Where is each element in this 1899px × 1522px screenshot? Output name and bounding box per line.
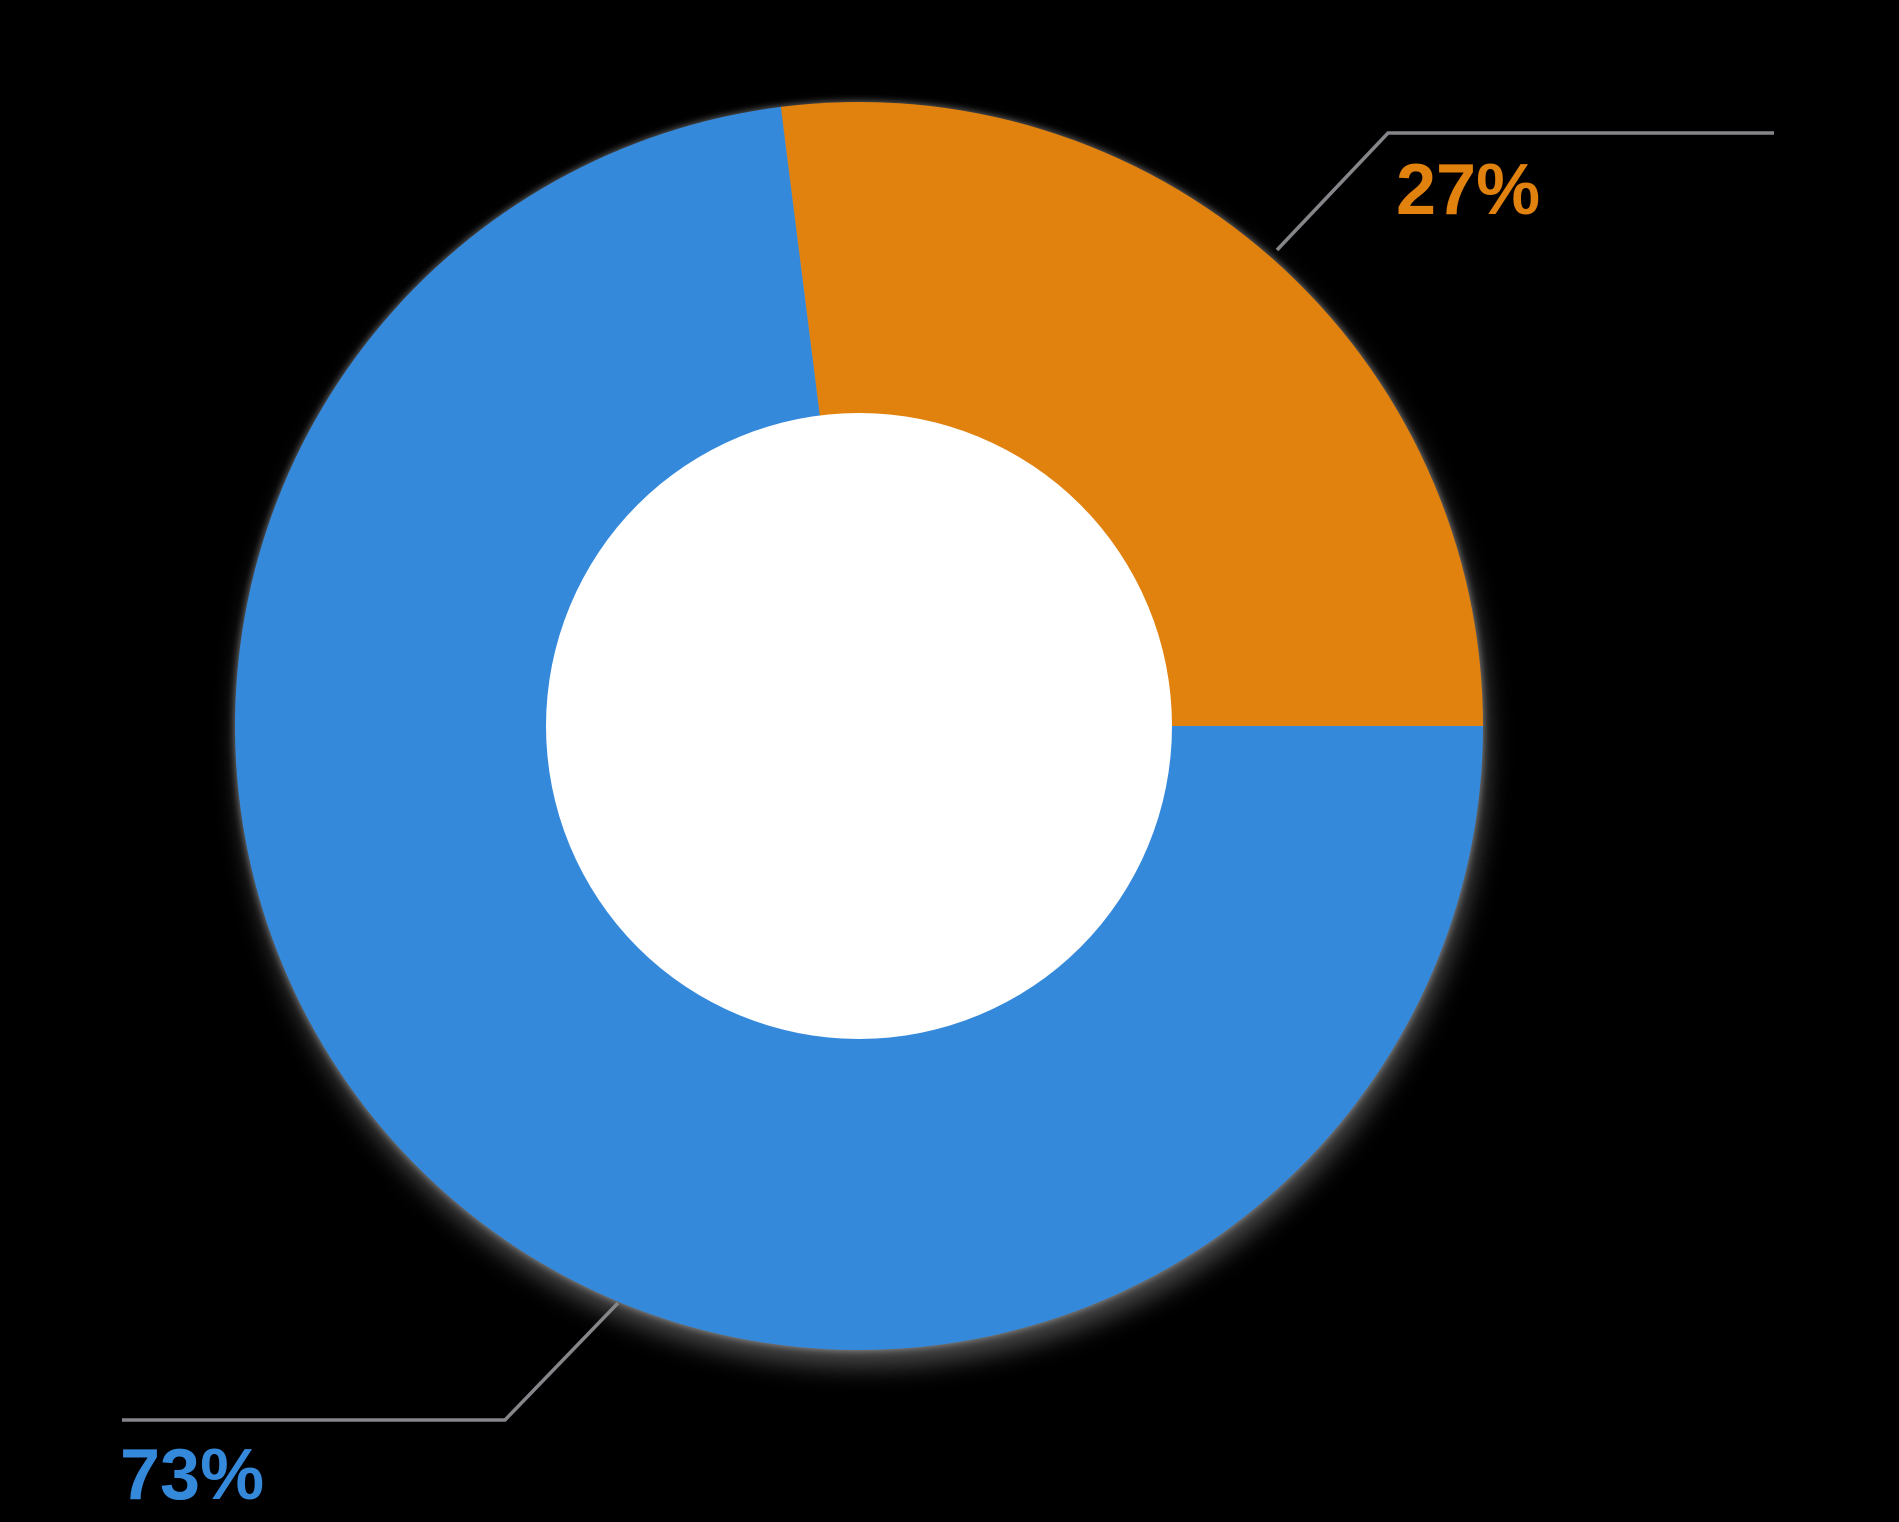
donut-hole xyxy=(546,413,1172,1039)
donut-ring xyxy=(235,101,1484,1350)
leader-line-73-percent xyxy=(122,1301,620,1422)
data-label-73-percent: 73% xyxy=(120,1435,265,1515)
leader-line-27-percent xyxy=(1275,131,1774,252)
data-label-27-percent: 27% xyxy=(1396,150,1541,230)
